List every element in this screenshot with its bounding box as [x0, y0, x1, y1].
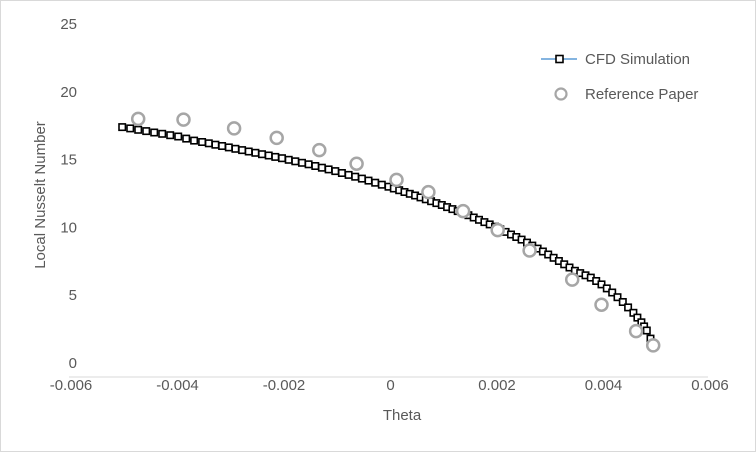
cfd-point	[377, 180, 386, 189]
cfd-point	[158, 129, 167, 138]
cfd-point	[351, 172, 360, 181]
cfd-point	[337, 169, 346, 178]
cfd-point	[317, 163, 326, 172]
cfd-point	[324, 165, 333, 174]
reference-point	[349, 156, 364, 171]
x-tick-label: -0.002	[263, 377, 306, 394]
cfd-point	[291, 157, 300, 166]
cfd-point	[624, 303, 633, 312]
reference-point	[522, 243, 537, 258]
cfd-point	[277, 154, 286, 163]
y-tick-label: 5	[69, 287, 77, 304]
reference-point	[176, 112, 191, 127]
y-tick-label: 10	[60, 219, 77, 236]
cfd-point	[198, 138, 207, 147]
cfd-series-line	[122, 126, 653, 346]
x-axis-title: Theta	[383, 407, 422, 424]
cfd-point	[174, 132, 183, 141]
y-tick-label: 25	[60, 16, 77, 33]
reference-point	[564, 272, 580, 287]
cfd-point	[238, 146, 247, 155]
cfd-point	[257, 150, 266, 159]
reference-point	[312, 142, 327, 158]
cfd-point	[211, 140, 220, 149]
x-tick-label: 0.004	[585, 377, 623, 394]
cfd-point	[602, 284, 611, 293]
cfd-point	[297, 158, 306, 167]
cfd-point	[150, 128, 159, 137]
x-tick-label: -0.006	[50, 377, 93, 394]
reference-point	[389, 172, 404, 188]
cfd-point	[618, 297, 627, 306]
reference-point	[455, 203, 471, 219]
cfd-point	[331, 167, 340, 176]
reference-point	[628, 323, 644, 339]
cfd-point	[118, 123, 127, 132]
cfd-point	[613, 293, 622, 302]
y-tick-label: 20	[60, 84, 77, 101]
cfd-point	[264, 151, 273, 160]
reference-point	[594, 297, 609, 312]
cfd-point	[126, 124, 135, 133]
x-tick-label: 0	[386, 377, 394, 394]
cfd-point	[364, 176, 373, 185]
cfd-point	[642, 326, 651, 335]
reference-point	[421, 184, 436, 200]
cfd-point	[224, 143, 233, 152]
cfd-point	[231, 144, 240, 153]
reference-point	[490, 222, 505, 238]
cfd-point	[284, 155, 293, 164]
cfd-point	[344, 170, 353, 179]
reference-point	[269, 130, 284, 146]
y-tick-label: 0	[69, 355, 77, 372]
y-axis-title: Local Nusselt Number	[32, 121, 49, 269]
reference-point	[130, 111, 146, 127]
x-tick-label: -0.004	[156, 377, 199, 394]
cfd-point	[304, 160, 313, 169]
cfd-point	[608, 288, 617, 297]
cfd-point	[190, 136, 199, 145]
legend-reference-label: Reference Paper	[585, 86, 698, 103]
cfd-point	[251, 148, 260, 157]
cfd-point	[166, 131, 175, 140]
cfd-point	[204, 139, 213, 148]
legend-cfd-marker	[555, 54, 564, 64]
cfd-point	[271, 152, 280, 161]
cfd-point	[371, 178, 380, 187]
cfd-point	[244, 147, 253, 156]
legend-reference-marker	[554, 87, 568, 101]
x-tick-label: 0.006	[691, 377, 729, 394]
cfd-point	[218, 142, 227, 151]
cfd-point	[357, 174, 366, 183]
cfd-point	[142, 127, 151, 136]
legend-cfd-label: CFD Simulation	[585, 51, 690, 68]
reference-point	[645, 338, 661, 353]
cfd-point	[311, 162, 320, 171]
x-tick-label: 0.002	[478, 377, 516, 394]
reference-point	[226, 121, 242, 136]
cfd-point	[134, 125, 143, 134]
y-tick-label: 15	[60, 152, 77, 169]
cfd-point	[182, 134, 191, 143]
